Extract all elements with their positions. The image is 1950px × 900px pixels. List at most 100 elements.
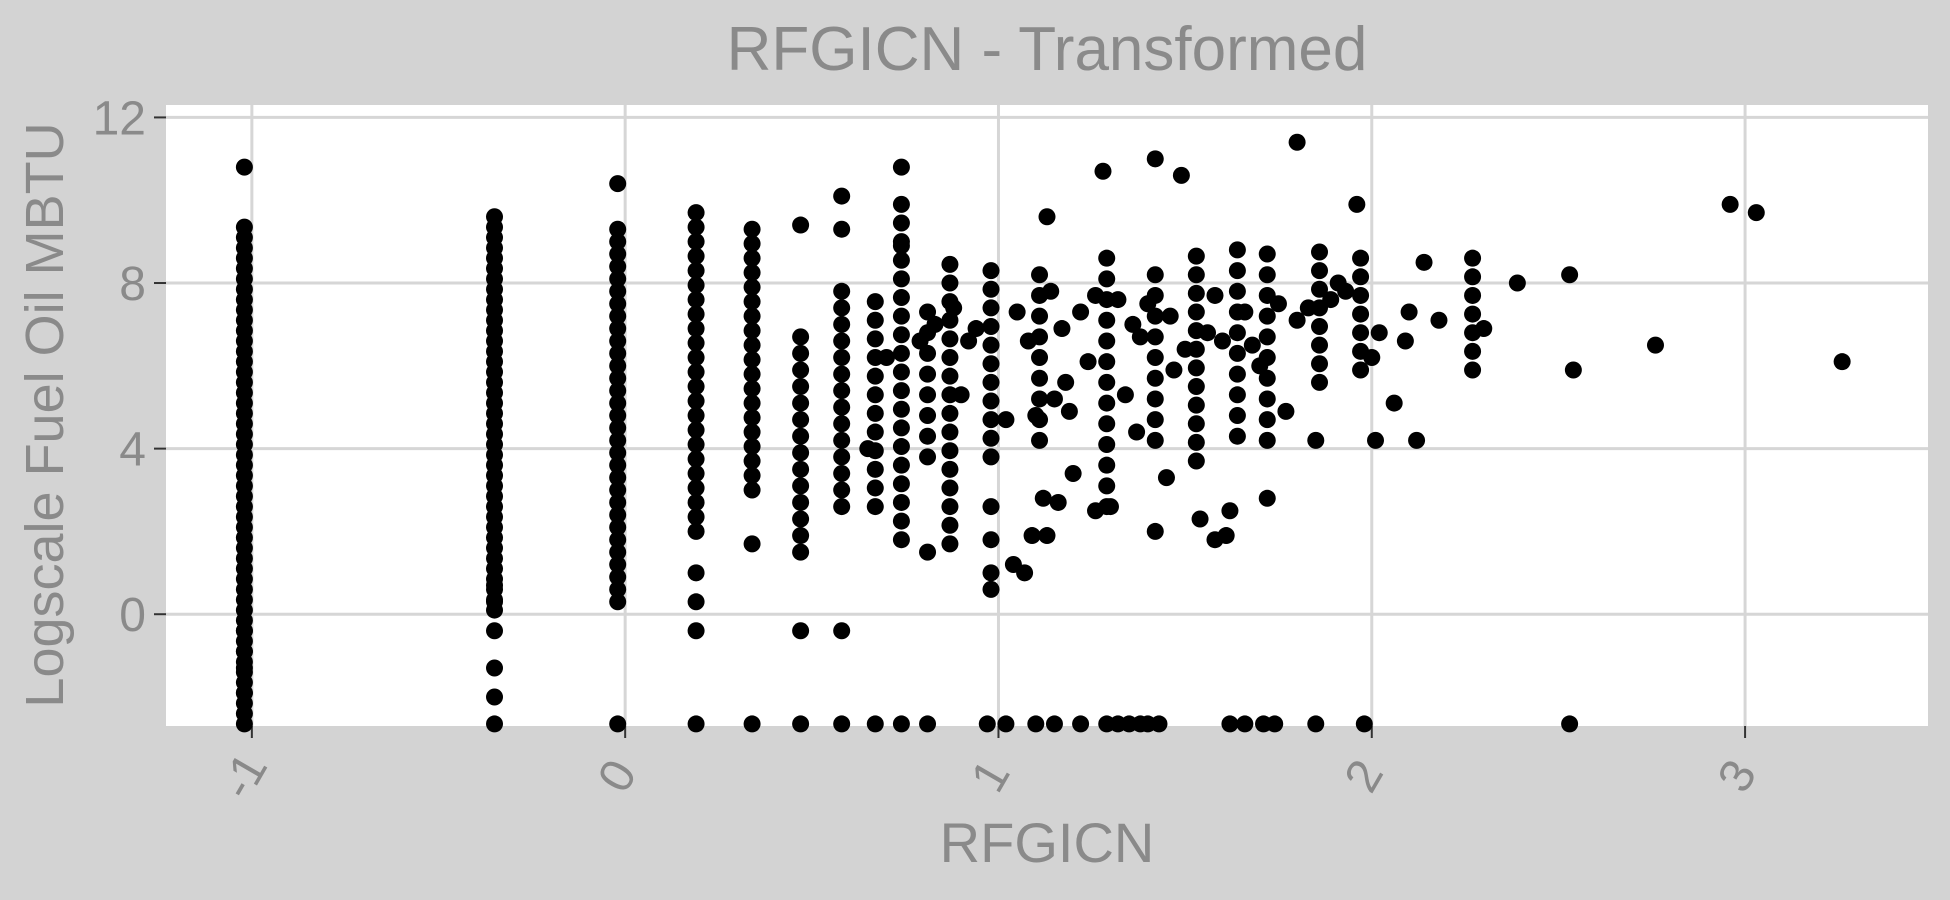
scatter-point [1367,431,1385,449]
y-axis-label: Logscale Fuel Oil MBTU [15,122,75,707]
scatter-point [1400,303,1418,321]
scatter-point [486,622,504,640]
scatter-point [743,293,761,311]
scatter-point [1385,394,1403,412]
scatter-point [866,498,884,516]
scatter-point [1042,282,1060,300]
scatter-point [1258,245,1276,263]
scatter-point [609,481,627,499]
scatter-point [1146,522,1164,540]
scatter-point [866,293,884,311]
scatter-point [687,715,705,733]
scatter-point [743,409,761,427]
scatter-point [982,411,1000,429]
scatter-point [866,404,884,422]
scatter-point [1049,493,1067,511]
scatter-point [1191,510,1209,528]
scatter-point [833,315,851,333]
scatter-point [833,220,851,238]
scatter-point [1258,489,1276,507]
scatter-point [743,535,761,553]
scatter-point [833,622,851,640]
scatter-point [609,568,627,586]
scatter-point [892,251,910,269]
scatter-point [1165,361,1183,379]
scatter-point [1258,411,1276,429]
scatter-point [892,344,910,362]
scatter-point [687,464,705,482]
scatter-point [687,378,705,396]
scatter-point [1146,349,1164,367]
scatter-point [982,448,1000,466]
scatter-point [1146,307,1164,325]
scatter-point [1098,249,1116,267]
scatter-point [792,493,810,511]
scatter-point [235,622,253,640]
scatter-point [1288,133,1306,151]
scatter-point [1221,715,1239,733]
scatter-point [978,715,996,733]
scatter-point [1161,307,1179,325]
scatter-point [743,249,761,267]
scatter-point [866,460,884,478]
scatter-point [1408,431,1426,449]
scatter-point [743,220,761,238]
scatter-point [1311,373,1329,391]
scatter-point [235,218,253,236]
scatter-point [1098,373,1116,391]
scatter-point [1258,431,1276,449]
scatter-point [1031,390,1049,408]
scatter-point [1116,386,1134,404]
scatter-point [1311,355,1329,373]
scatter-point [982,280,1000,298]
scatter-point [1128,423,1146,441]
scatter-point [1307,431,1325,449]
scatter-point [941,516,959,534]
scatter-point [743,264,761,282]
scatter-point [1146,431,1164,449]
scatter-point [982,580,1000,598]
scatter-point [1027,715,1045,733]
scatter-point [1311,262,1329,280]
scatter-point [1146,411,1164,429]
scatter-point [743,481,761,499]
scatter-point [1131,328,1149,346]
scatter-point [687,334,705,352]
scatter-point [687,349,705,367]
scatter-point [1146,266,1164,284]
scatter-point [1646,336,1664,354]
scatter-point [687,204,705,222]
scatter-point [792,394,810,412]
scatter-point [866,367,884,385]
scatter-point [1721,195,1739,213]
scatter-point [235,684,253,702]
scatter-point [1146,390,1164,408]
scatter-point [743,380,761,398]
scatter-point [1228,324,1246,342]
scatter-point [892,438,910,456]
scatter-point [1057,373,1075,391]
scatter-point [609,295,627,313]
scatter-point [1176,340,1194,358]
scatter-point [609,469,627,487]
scatter-point [1430,311,1448,329]
scatter-point [982,531,1000,549]
scatter-point [1045,715,1063,733]
scatter-point [952,386,970,404]
scatter-point [609,257,627,275]
scatter-point [1146,369,1164,387]
scatter-point [1355,715,1373,733]
scatter-point [1187,378,1205,396]
scatter-point [1072,715,1090,733]
scatter-point [1352,324,1370,342]
scatter-point [833,715,851,733]
scatter-point [687,522,705,540]
scatter-point [1363,349,1381,367]
scatter-point [687,564,705,582]
scatter-point [833,448,851,466]
scatter-point [792,527,810,545]
scatter-point [982,564,1000,582]
scatter-point [687,493,705,511]
scatter-point [941,442,959,460]
scatter-point [609,456,627,474]
